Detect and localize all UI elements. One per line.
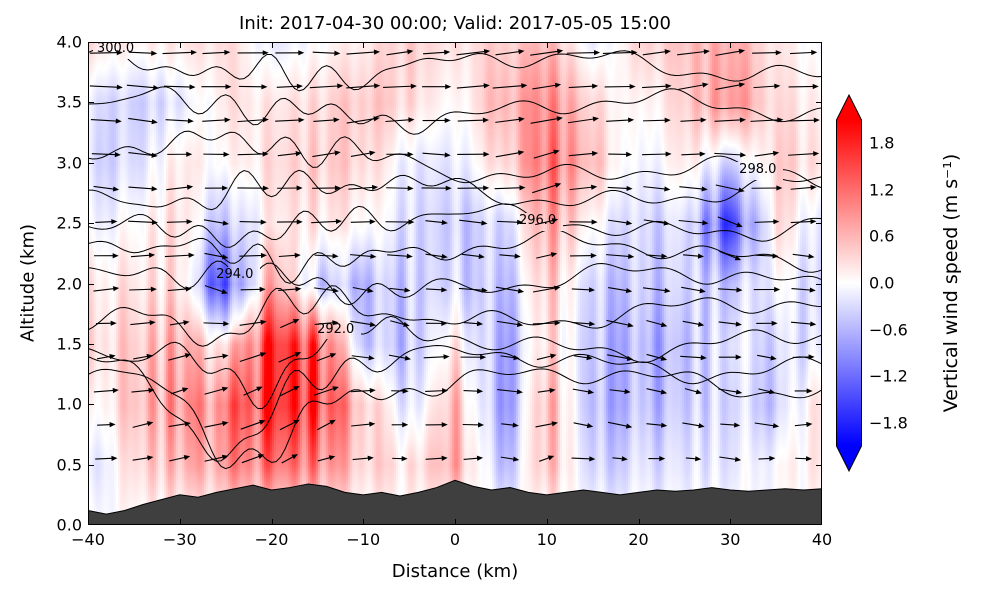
- colorbar-tick-label: 0.6: [869, 226, 895, 246]
- y-tick-label: 2.5: [56, 213, 82, 233]
- x-tick-label: −20: [254, 530, 289, 549]
- y-tick-label: 1.0: [56, 394, 82, 414]
- x-axis-label: Distance (km): [391, 561, 519, 582]
- y-tick-label: 4.0: [56, 32, 82, 52]
- x-tick-label: 30: [720, 530, 741, 549]
- colorbar-tick-label: 1.2: [869, 180, 895, 200]
- colorbar-gradient: [836, 93, 862, 473]
- colorbar-label: Vertical wind speed (m s⁻¹): [940, 153, 962, 413]
- y-tick-label: 3.5: [56, 92, 82, 112]
- y-axis-label: Altitude (km): [17, 223, 39, 343]
- y-tick-label: 2.0: [56, 274, 82, 293]
- colorbar-tick-label: 1.8: [869, 133, 895, 153]
- y-tick-label: 0.0: [56, 515, 82, 535]
- x-tick-label: −40: [71, 530, 105, 549]
- x-tick-label: 0: [449, 530, 461, 549]
- y-tick-label: 0.5: [56, 455, 82, 475]
- x-tick-label: −30: [162, 530, 197, 549]
- colorbar-tick-label: −1.2: [869, 366, 908, 386]
- x-tick-label: −10: [346, 530, 381, 549]
- colorbar-tick-label: 0.0: [869, 273, 895, 293]
- colorbar-tick-label: −0.6: [869, 320, 908, 340]
- x-tick-label: 40: [811, 530, 833, 549]
- x-tick-label: 10: [536, 530, 557, 549]
- colorbar: [836, 93, 862, 473]
- x-tick-label: 20: [628, 530, 649, 549]
- chart-title: Init: 2017-04-30 00:00; Valid: 2017-05-0…: [239, 13, 671, 34]
- y-tick-label: 3.0: [56, 153, 82, 173]
- plot-canvas: [88, 42, 822, 525]
- colorbar-tick-label: −1.8: [869, 413, 908, 433]
- y-tick-label: 1.5: [56, 334, 82, 354]
